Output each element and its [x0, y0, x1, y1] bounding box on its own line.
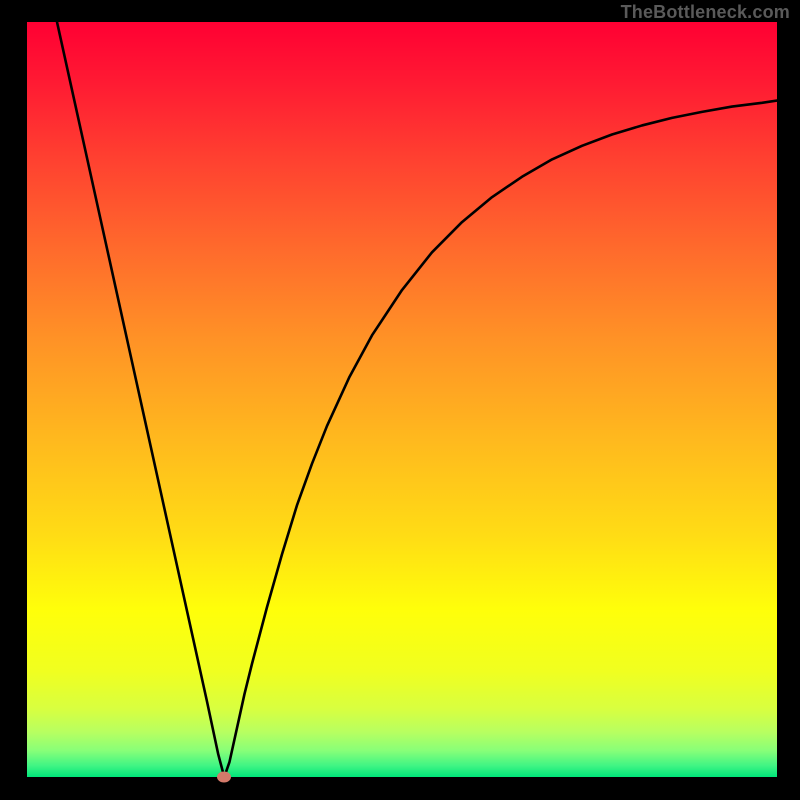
curve-path [57, 22, 777, 777]
watermark-text: TheBottleneck.com [621, 2, 790, 23]
plot-area [27, 22, 777, 777]
vertex-marker [217, 772, 231, 783]
bottleneck-curve [27, 22, 777, 777]
chart-container: TheBottleneck.com [0, 0, 800, 800]
